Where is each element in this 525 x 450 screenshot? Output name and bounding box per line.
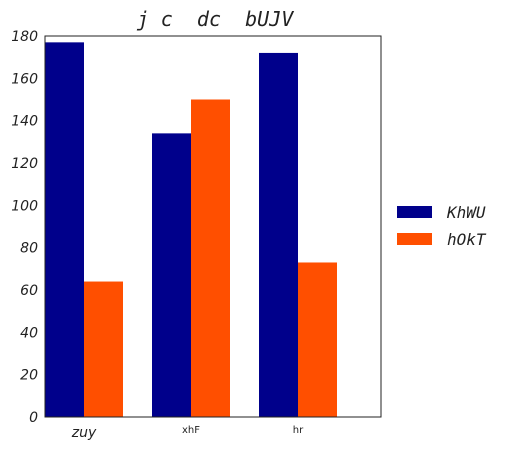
legend-label-KhWU: KhWU <box>446 203 486 222</box>
y-tick-label: 20 <box>20 368 38 384</box>
legend-label-hOkT: hOkT <box>447 230 487 249</box>
y-tick-label: 180 <box>11 29 38 45</box>
y-tick-label: 0 <box>29 410 38 426</box>
bar-hOkT-xhF <box>191 99 230 417</box>
x-tick-label: zuy <box>71 425 97 441</box>
y-tick-label: 100 <box>11 198 38 214</box>
x-axis-ticks: zuy xhF hr <box>71 425 304 441</box>
chart-title: j c dc bUJV <box>137 7 294 31</box>
y-axis-ticks: 0 20 40 60 80 100 120 140 160 180 <box>11 29 38 426</box>
y-tick-label: 140 <box>11 114 38 130</box>
bars-group <box>45 42 337 417</box>
y-tick-label: 120 <box>11 156 38 172</box>
y-tick-label: 160 <box>11 71 38 87</box>
legend-swatch-hOkT <box>397 233 432 245</box>
bar-hOkT-hr <box>298 262 337 417</box>
bar-hOkT-zuy <box>84 281 123 417</box>
legend: KhWU hOkT <box>397 203 487 249</box>
y-tick-label: 40 <box>20 325 38 341</box>
bar-KhWU-zuy <box>45 42 84 417</box>
x-tick-label: xhF <box>182 425 200 436</box>
y-tick-label: 80 <box>20 241 38 257</box>
bar-KhWU-xhF <box>152 133 191 417</box>
legend-swatch-KhWU <box>397 206 432 218</box>
bar-KhWU-hr <box>259 52 298 417</box>
plot-frame <box>44 35 382 418</box>
y-tick-label: 60 <box>20 283 38 299</box>
x-tick-label: hr <box>293 425 304 436</box>
